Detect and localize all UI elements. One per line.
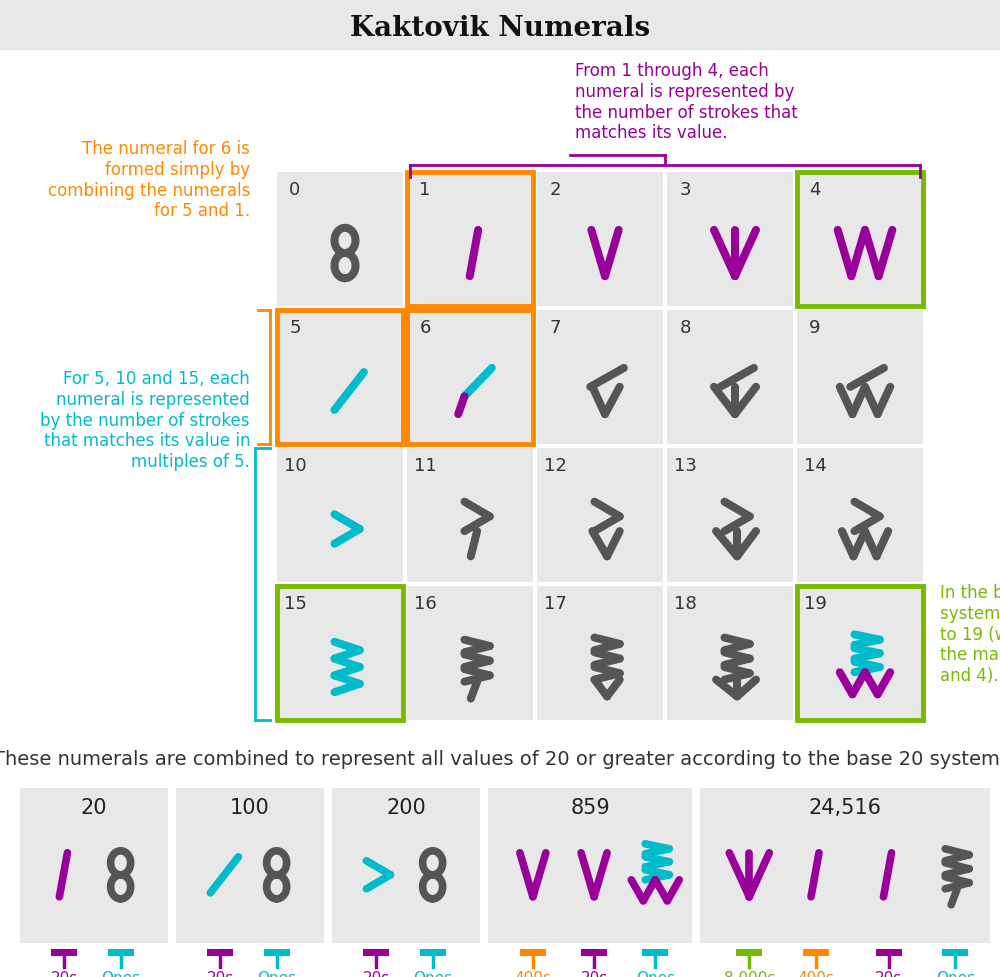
- Bar: [277, 448, 403, 582]
- Text: 20s: 20s: [875, 971, 902, 977]
- Text: 1: 1: [419, 181, 431, 199]
- Bar: [797, 586, 923, 720]
- Bar: [332, 788, 480, 943]
- Text: 17: 17: [544, 595, 566, 613]
- Bar: [407, 310, 533, 444]
- Bar: [942, 949, 968, 956]
- Text: 859: 859: [570, 798, 610, 818]
- Text: 2: 2: [549, 181, 561, 199]
- Bar: [797, 586, 923, 720]
- Text: These numerals are combined to represent all values of 20 or greater according t: These numerals are combined to represent…: [0, 750, 1000, 769]
- Bar: [736, 949, 762, 956]
- Bar: [176, 788, 324, 943]
- Bar: [667, 310, 793, 444]
- Text: 20: 20: [81, 798, 107, 818]
- Text: 10: 10: [284, 457, 306, 475]
- Bar: [537, 310, 663, 444]
- Text: 400s: 400s: [514, 971, 551, 977]
- Bar: [277, 172, 403, 306]
- Bar: [667, 172, 793, 306]
- Text: Ones: Ones: [413, 971, 452, 977]
- Text: 20s: 20s: [363, 971, 390, 977]
- Text: 5: 5: [289, 319, 301, 337]
- Text: 20s: 20s: [207, 971, 234, 977]
- Text: For 5, 10 and 15, each
numeral is represented
by the number of strokes
that matc: For 5, 10 and 15, each numeral is repres…: [40, 370, 250, 471]
- Text: 24,516: 24,516: [808, 798, 882, 818]
- Text: 18: 18: [674, 595, 696, 613]
- Text: The numeral for 6 is
formed simply by
combining the numerals
for 5 and 1.: The numeral for 6 is formed simply by co…: [48, 140, 250, 221]
- Bar: [876, 949, 902, 956]
- Bar: [277, 586, 403, 720]
- Bar: [277, 310, 403, 444]
- Text: 16: 16: [414, 595, 436, 613]
- Text: 4: 4: [809, 181, 821, 199]
- Bar: [700, 788, 990, 943]
- Bar: [0, 0, 1000, 50]
- Bar: [537, 448, 663, 582]
- Bar: [407, 448, 533, 582]
- Bar: [420, 949, 446, 956]
- Bar: [407, 586, 533, 720]
- Text: 200: 200: [386, 798, 426, 818]
- Text: 19: 19: [804, 595, 826, 613]
- Text: In the base 20 Kaktovik
system, numerals go up
to 19 (which combines
the marks u: In the base 20 Kaktovik system, numerals…: [940, 584, 1000, 685]
- Bar: [264, 949, 290, 956]
- Bar: [20, 788, 168, 943]
- Bar: [488, 788, 692, 943]
- Bar: [407, 172, 533, 306]
- Text: Kaktovik Numerals: Kaktovik Numerals: [350, 15, 650, 41]
- Bar: [803, 949, 829, 956]
- Text: 20s
place: 20s place: [44, 971, 85, 977]
- Bar: [51, 949, 77, 956]
- Bar: [797, 448, 923, 582]
- Text: 12: 12: [544, 457, 566, 475]
- Text: 7: 7: [549, 319, 561, 337]
- Text: 14: 14: [804, 457, 826, 475]
- Bar: [537, 586, 663, 720]
- Text: 0: 0: [289, 181, 301, 199]
- Bar: [520, 949, 546, 956]
- Bar: [797, 310, 923, 444]
- Text: 13: 13: [674, 457, 696, 475]
- Text: 8: 8: [679, 319, 691, 337]
- Bar: [277, 586, 403, 720]
- Bar: [207, 949, 233, 956]
- Text: Ones: Ones: [936, 971, 975, 977]
- Text: Ones: Ones: [257, 971, 296, 977]
- Text: 15: 15: [284, 595, 306, 613]
- Bar: [667, 448, 793, 582]
- Bar: [537, 172, 663, 306]
- Text: 100: 100: [230, 798, 270, 818]
- Bar: [407, 172, 533, 306]
- Bar: [797, 172, 923, 306]
- Text: 9: 9: [809, 319, 821, 337]
- Text: From 1 through 4, each
numeral is represented by
the number of strokes that
matc: From 1 through 4, each numeral is repres…: [575, 62, 798, 143]
- Text: 20s: 20s: [580, 971, 608, 977]
- Bar: [277, 310, 403, 444]
- Bar: [363, 949, 389, 956]
- Bar: [581, 949, 607, 956]
- Text: Ones
place: Ones place: [100, 971, 141, 977]
- Text: 8,000s: 8,000s: [724, 971, 775, 977]
- Text: 11: 11: [414, 457, 436, 475]
- Bar: [108, 949, 134, 956]
- Text: Ones: Ones: [636, 971, 675, 977]
- Bar: [797, 172, 923, 306]
- Text: 6: 6: [419, 319, 431, 337]
- Text: 400s: 400s: [798, 971, 834, 977]
- Bar: [667, 586, 793, 720]
- Bar: [642, 949, 668, 956]
- Bar: [407, 310, 533, 444]
- Text: 3: 3: [679, 181, 691, 199]
